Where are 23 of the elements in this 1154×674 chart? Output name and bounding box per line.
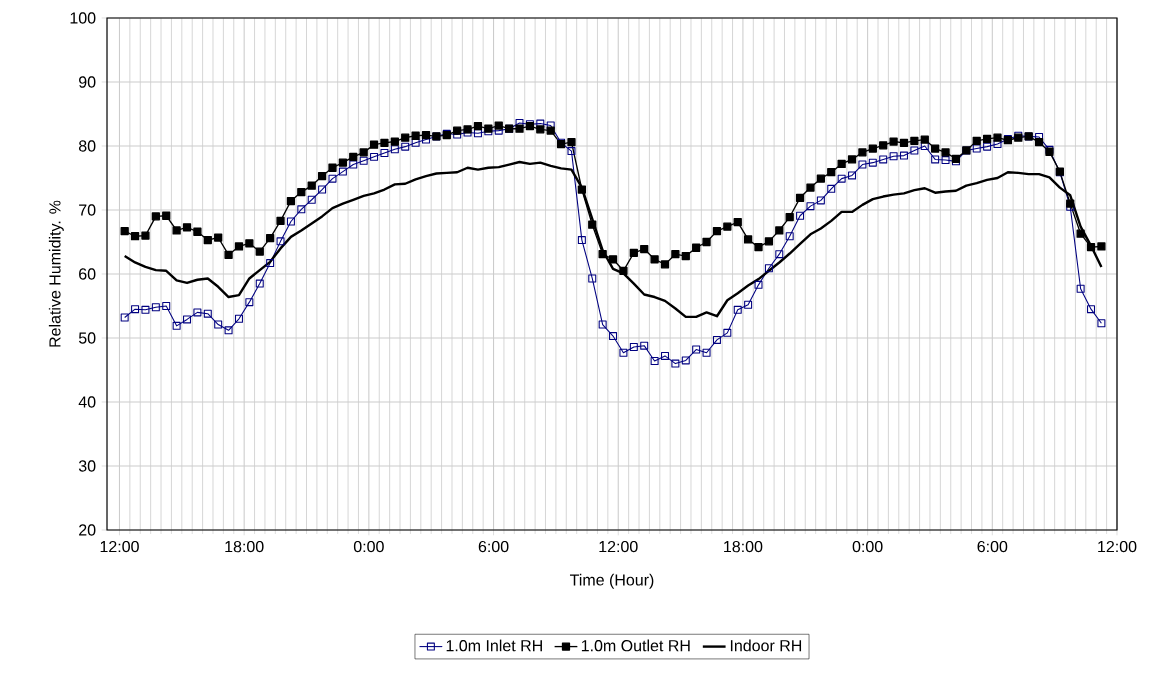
y-tick-label: 70 — [79, 204, 96, 216]
y-tick-label: 80 — [78, 140, 96, 152]
y-tick-label: 50 — [78, 332, 96, 344]
y-tick-label: 30 — [78, 460, 96, 472]
y-tick-label: 90 — [79, 76, 96, 88]
legend-label: 1.0m Outlet RH — [581, 639, 690, 652]
y-tick-label: 60 — [79, 268, 96, 280]
x-tick-label: 0:00 — [353, 540, 384, 553]
y-tick-label: 40 — [78, 396, 96, 408]
x-tick-label: 18:00 — [724, 540, 763, 553]
x-tick-label: 12:00 — [1098, 540, 1137, 553]
x-tick-label: 12:00 — [100, 540, 139, 553]
x-tick-label: 6:00 — [478, 540, 509, 553]
x-tick-label: 18:00 — [225, 540, 264, 553]
legend-label: 1.0m Inlet RH — [446, 639, 542, 652]
x-tick-label: 0:00 — [852, 540, 883, 553]
legend-label: Indoor RH — [730, 639, 802, 652]
x-tick-label: 12:00 — [599, 540, 638, 553]
x-axis-title: Time (Hour) — [569, 573, 654, 589]
y-tick-label: 20 — [79, 524, 96, 536]
x-tick-label: 6:00 — [977, 540, 1008, 553]
y-axis-title: Relative Humidity. % — [48, 200, 64, 347]
y-tick-label: 100 — [70, 12, 96, 24]
